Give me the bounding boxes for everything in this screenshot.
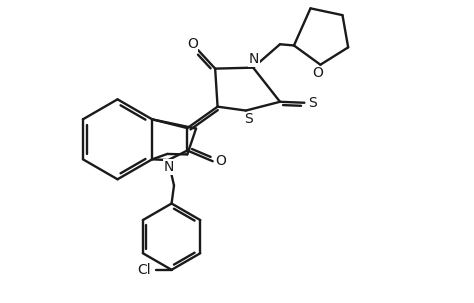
Text: O: O bbox=[187, 37, 198, 51]
Text: O: O bbox=[216, 154, 227, 168]
Text: S: S bbox=[308, 96, 317, 110]
Text: S: S bbox=[244, 112, 253, 126]
Text: O: O bbox=[312, 66, 323, 81]
Text: Cl: Cl bbox=[137, 263, 151, 277]
Text: N: N bbox=[249, 52, 259, 66]
Text: N: N bbox=[164, 160, 174, 174]
